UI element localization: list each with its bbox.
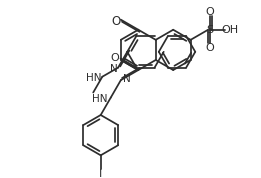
Text: O: O [110, 53, 119, 64]
Text: HN: HN [86, 73, 102, 83]
Text: HN: HN [92, 93, 107, 104]
Text: N: N [110, 64, 118, 74]
Text: O: O [111, 15, 121, 28]
Text: S: S [206, 25, 213, 35]
Text: OH: OH [222, 25, 239, 35]
Text: N: N [123, 74, 130, 84]
Text: O: O [206, 7, 214, 17]
Text: O: O [206, 43, 214, 53]
Text: I: I [99, 169, 102, 178]
